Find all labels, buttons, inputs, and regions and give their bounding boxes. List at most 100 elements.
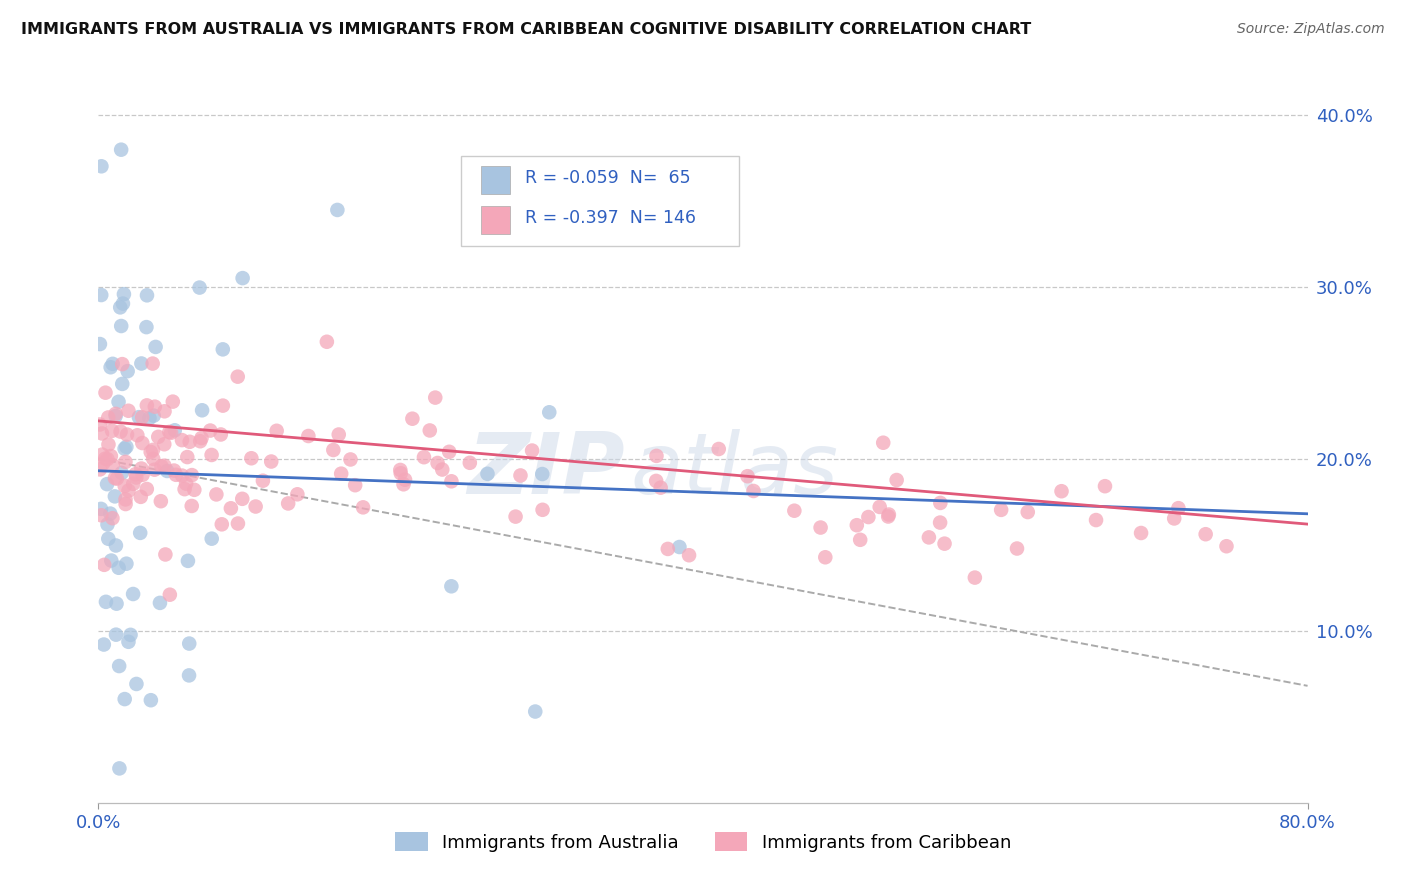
Point	[352, 500, 374, 515]
Point	[100, 449, 122, 463]
Point	[89, 462, 111, 476]
Point	[1050, 484, 1073, 499]
Point	[180, 499, 202, 513]
Point	[136, 288, 159, 302]
Point	[90, 288, 112, 302]
Point	[111, 376, 134, 391]
Point	[990, 503, 1012, 517]
Point	[934, 536, 956, 550]
Point	[108, 659, 131, 673]
Point	[277, 496, 299, 510]
Point	[678, 548, 700, 562]
Point	[170, 433, 193, 447]
Point	[201, 448, 224, 462]
Point	[226, 369, 249, 384]
Point	[117, 403, 139, 417]
Point	[315, 334, 337, 349]
Point	[125, 677, 148, 691]
Point	[135, 398, 157, 412]
Point	[287, 487, 309, 501]
Point	[810, 520, 832, 534]
Point	[176, 450, 198, 464]
Point	[127, 428, 149, 442]
Point	[328, 427, 350, 442]
Point	[110, 143, 132, 157]
Point	[1085, 513, 1108, 527]
Point	[918, 530, 941, 544]
Point	[200, 424, 222, 438]
Point	[437, 445, 460, 459]
Point	[149, 596, 172, 610]
Point	[131, 410, 153, 425]
Point	[505, 509, 527, 524]
Point	[205, 487, 228, 501]
Point	[89, 337, 111, 351]
Point	[110, 318, 132, 333]
Point	[125, 470, 148, 484]
Point	[142, 451, 165, 466]
Point	[114, 492, 136, 507]
Text: ZIP: ZIP	[467, 429, 624, 512]
Point	[339, 452, 361, 467]
Point	[153, 458, 176, 473]
Point	[131, 467, 153, 482]
Point	[153, 404, 176, 418]
Point	[163, 464, 186, 478]
Point	[1167, 501, 1189, 516]
Point	[520, 443, 543, 458]
Point	[101, 357, 124, 371]
Point	[104, 539, 127, 553]
Point	[509, 468, 531, 483]
Point	[645, 449, 668, 463]
Point	[389, 463, 412, 477]
Point	[97, 437, 120, 451]
Point	[90, 508, 112, 523]
Point	[143, 400, 166, 414]
Point	[173, 482, 195, 496]
Point	[240, 451, 263, 466]
Point	[142, 357, 165, 371]
Point	[114, 455, 136, 469]
Point	[191, 403, 214, 417]
Point	[93, 638, 115, 652]
Point	[111, 466, 134, 480]
Point	[114, 692, 136, 706]
Point	[114, 497, 136, 511]
Point	[252, 474, 274, 488]
FancyBboxPatch shape	[461, 156, 740, 246]
Point	[1130, 526, 1153, 541]
Point	[419, 424, 441, 438]
Point	[148, 430, 170, 444]
Point	[96, 452, 118, 467]
Point	[90, 501, 112, 516]
Text: atlas: atlas	[630, 429, 838, 512]
Point	[849, 533, 872, 547]
Point	[401, 411, 423, 425]
Point	[139, 445, 162, 459]
Point	[131, 356, 153, 370]
Point	[531, 467, 554, 481]
Point	[742, 483, 765, 498]
Point	[426, 456, 449, 470]
Point	[707, 442, 730, 456]
Point	[814, 550, 837, 565]
Point	[531, 503, 554, 517]
Point	[179, 434, 201, 449]
Point	[458, 456, 481, 470]
Point	[115, 557, 138, 571]
Point	[104, 409, 127, 423]
Point	[668, 540, 690, 554]
Point	[330, 467, 353, 481]
Point	[98, 507, 121, 521]
Point	[135, 482, 157, 496]
Point	[142, 442, 165, 457]
Point	[124, 467, 146, 482]
Point	[105, 597, 128, 611]
Point	[145, 340, 167, 354]
Point	[188, 434, 211, 449]
Text: Source: ZipAtlas.com: Source: ZipAtlas.com	[1237, 22, 1385, 37]
Point	[872, 435, 894, 450]
Point	[122, 476, 145, 491]
Point	[138, 411, 160, 425]
Point	[538, 405, 561, 419]
